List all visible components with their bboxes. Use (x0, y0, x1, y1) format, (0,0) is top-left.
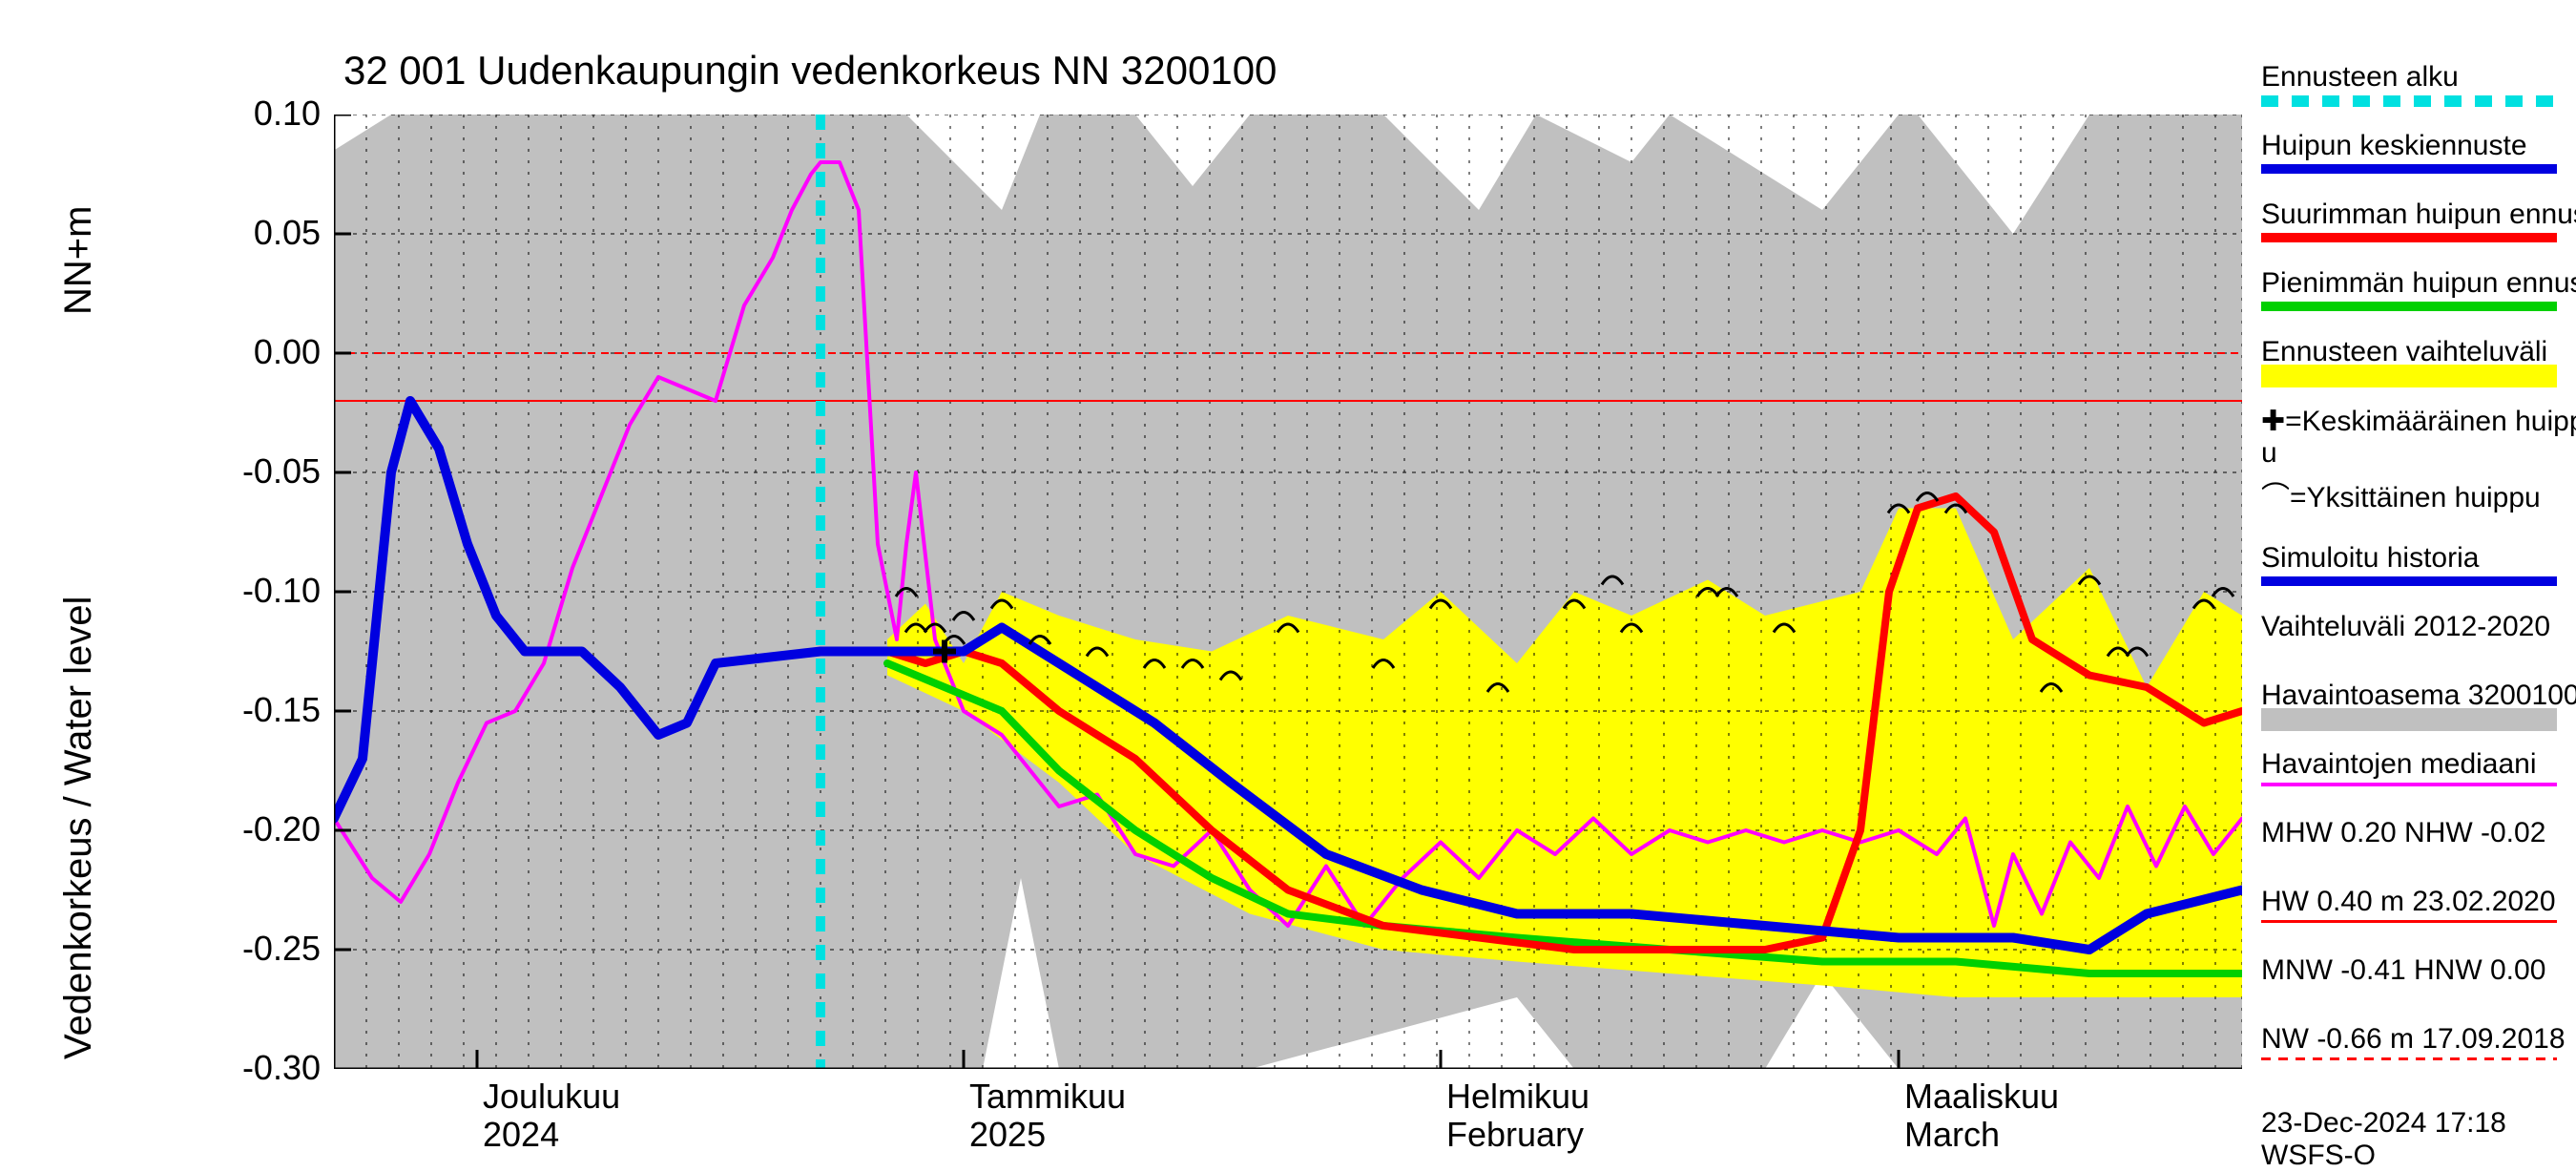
legend-item-label: Huipun keskiennuste (2261, 130, 2527, 162)
x-tick-label-month: Joulukuu (483, 1077, 620, 1117)
legend-item-label: Ennusteen vaihteluväli (2261, 336, 2547, 368)
footer-timestamp: 23-Dec-2024 17:18 WSFS-O (2261, 1107, 2576, 1172)
y-axis-label-main: Vedenkorkeus / Water level (57, 596, 100, 1059)
legend-item-label: Simuloitu historia (2261, 542, 2479, 575)
y-tick-label: -0.25 (206, 929, 321, 969)
x-tick-label-month: Maaliskuu (1904, 1077, 2059, 1117)
legend-item-label: NW -0.66 m 17.09.2018 (2261, 1023, 2566, 1056)
legend-swatch (2261, 1057, 2557, 1060)
legend-swatch (2261, 576, 2557, 586)
plot-svg (334, 115, 2242, 1069)
legend-item-label: Havaintoasema 3200100 (2261, 680, 2576, 712)
legend-item-label: Vaihteluväli 2012-2020 (2261, 611, 2550, 643)
legend-item-label: MHW 0.20 NHW -0.02 (2261, 817, 2545, 849)
y-tick-label: -0.15 (206, 690, 321, 730)
legend-item-label-cont: u (2261, 437, 2277, 470)
y-tick-label: -0.30 (206, 1048, 321, 1088)
legend-item-label: Pienimmän huipun ennuste (2261, 267, 2576, 300)
legend-item-label: HW 0.40 m 23.02.2020 (2261, 886, 2556, 918)
legend-item-label: Suurimman huipun ennuste (2261, 199, 2576, 231)
chart-container: { "title": "32 001 Uudenkaupungin vedenk… (0, 0, 2576, 1145)
x-tick-label-sub: March (1904, 1115, 2000, 1155)
legend-swatch (2261, 95, 2557, 107)
y-tick-label: 0.10 (206, 94, 321, 134)
x-tick-label-sub: 2025 (969, 1115, 1046, 1155)
y-tick-label: -0.20 (206, 809, 321, 849)
y-axis-label-unit: NN+m (57, 206, 100, 315)
x-tick-label-month: Tammikuu (969, 1077, 1126, 1117)
plot-area (334, 115, 2242, 1069)
y-tick-label: 0.00 (206, 332, 321, 372)
legend-item-label: MNW -0.41 HNW 0.00 (2261, 954, 2545, 987)
legend-swatch (2261, 920, 2557, 923)
x-tick-label-sub: February (1446, 1115, 1584, 1155)
x-tick-label-sub: 2024 (483, 1115, 559, 1155)
legend-item-label: ✚=Keskimääräinen huippu (2261, 405, 2576, 438)
legend-swatch (2261, 302, 2557, 311)
legend-item-label: Ennusteen alku (2261, 61, 2459, 94)
legend-swatch (2261, 708, 2557, 731)
legend-item-label: ⌒=Yksittäinen huippu (2261, 473, 2541, 515)
legend-swatch (2261, 164, 2557, 174)
x-tick-label-month: Helmikuu (1446, 1077, 1589, 1117)
y-tick-label: -0.05 (206, 451, 321, 492)
y-tick-label: -0.10 (206, 571, 321, 611)
legend-swatch (2261, 365, 2557, 387)
chart-title: 32 001 Uudenkaupungin vedenkorkeus NN 32… (343, 48, 1277, 94)
y-tick-label: 0.05 (206, 213, 321, 253)
legend-item-label: Havaintojen mediaani (2261, 748, 2537, 781)
legend-swatch (2261, 783, 2557, 786)
legend-swatch (2261, 233, 2557, 242)
